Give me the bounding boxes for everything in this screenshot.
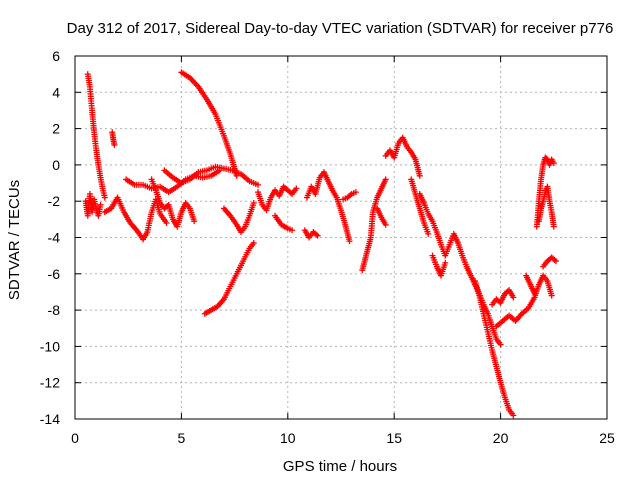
data-point-marker	[510, 412, 517, 419]
y-tick-label: 2	[52, 121, 60, 137]
y-tick-label: -14	[40, 411, 60, 427]
x-tick-label: 15	[386, 430, 402, 446]
y-tick-label: -10	[40, 338, 60, 354]
x-tick-label: 5	[178, 430, 186, 446]
y-tick-label: 6	[52, 48, 60, 64]
data-point-marker	[346, 238, 353, 245]
y-tick-label: 4	[52, 84, 60, 100]
data-point-marker	[531, 290, 538, 297]
data-point-marker	[548, 292, 555, 299]
y-tick-label: -12	[40, 375, 60, 391]
grid-lines	[75, 56, 607, 419]
data-point-marker	[163, 219, 170, 226]
data-point-marker	[255, 181, 262, 188]
data-point-marker	[250, 200, 257, 207]
data-point-marker	[550, 223, 557, 230]
x-tick-label: 10	[280, 430, 296, 446]
chart-title: Day 312 of 2017, Sidereal Day-to-day VTE…	[67, 20, 614, 37]
data-point-marker	[101, 194, 108, 201]
x-tick-label: 0	[71, 430, 79, 446]
data-point-marker	[442, 259, 449, 266]
data-point-marker	[416, 172, 423, 179]
y-tick-label: -2	[48, 193, 61, 209]
data-point-marker	[497, 341, 504, 348]
x-tick-label: 25	[599, 430, 615, 446]
data-point-marker	[550, 160, 557, 167]
data-point-marker	[382, 221, 389, 228]
y-axis-title: SDTVAR / TECUs	[6, 180, 23, 300]
data-point-marker	[233, 172, 240, 179]
y-tick-label: -4	[48, 230, 61, 246]
data-point-marker	[191, 218, 198, 225]
x-axis-title: GPS time / hours	[283, 458, 397, 475]
data-point-marker	[250, 239, 257, 246]
data-point-marker	[314, 232, 321, 239]
x-tick-label: 20	[493, 430, 509, 446]
data-point-marker	[382, 176, 389, 183]
data-point-marker	[97, 201, 104, 208]
data-points	[82, 69, 559, 419]
data-point-marker	[510, 294, 517, 301]
data-point-marker	[552, 258, 559, 265]
axis-ticks: 0 5 10 15 20 25 -14 -12 -10 -8 -6 -4 -2 0 2 4 6	[40, 48, 615, 446]
data-point-marker	[293, 185, 300, 192]
data-point-marker	[289, 227, 296, 234]
y-tick-label: -6	[48, 266, 61, 282]
y-tick-label: -8	[48, 302, 61, 318]
data-point-marker	[352, 189, 359, 196]
data-point-marker	[111, 141, 118, 148]
y-tick-label: 0	[52, 157, 60, 173]
data-point-marker	[425, 230, 432, 237]
